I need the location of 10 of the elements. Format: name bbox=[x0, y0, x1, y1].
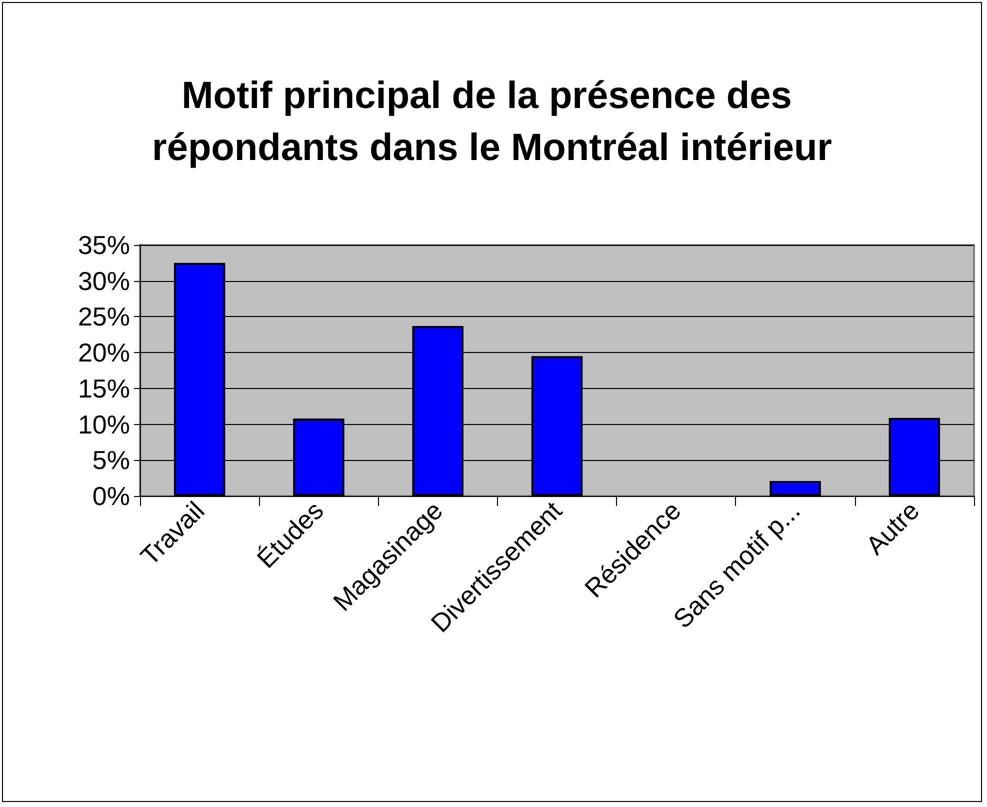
y-tick-label: 20% bbox=[78, 338, 130, 368]
y-tick-label: 35% bbox=[78, 230, 130, 260]
y-tick-label: 25% bbox=[78, 302, 130, 332]
y-tick-label: 10% bbox=[78, 409, 130, 440]
y-tick-label: 15% bbox=[78, 373, 130, 404]
chart-title: Motif principal de la présence des répondants dans le Montréal intérieur bbox=[152, 75, 832, 169]
bar bbox=[770, 480, 821, 496]
y-tick-label: 5% bbox=[92, 445, 130, 476]
y-tick-label: 30% bbox=[78, 266, 130, 296]
y-tick-label: 0% bbox=[92, 481, 130, 511]
